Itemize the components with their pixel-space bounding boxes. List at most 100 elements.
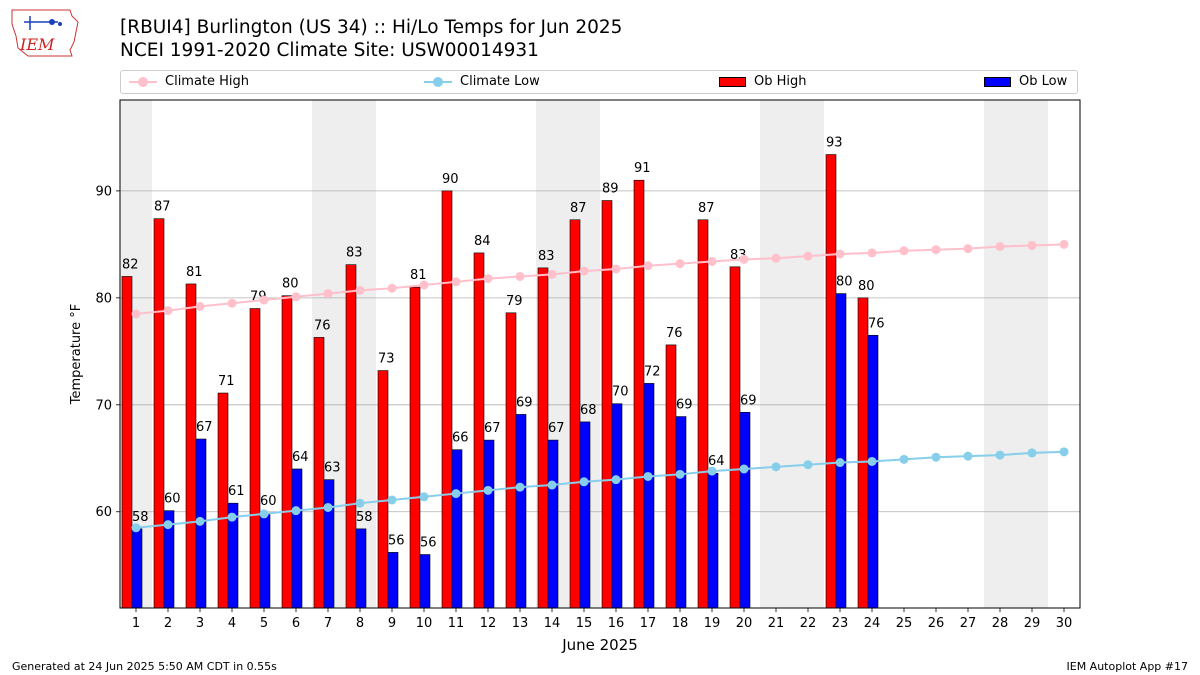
climate-high-point-4 [227,298,237,308]
ob-high-label-17: 91 [634,161,651,176]
ob-high-label-23: 93 [826,136,843,151]
x-axis-label: June 2025 [561,636,638,654]
ob-low-label-11: 66 [452,431,469,446]
ob-low-label-8: 58 [356,510,373,525]
ob-low-bar-12 [483,439,495,609]
ob-low-label-23: 80 [836,275,853,290]
legend-ob-low: Ob Low [984,74,1067,89]
y-axis-label: Temperature °F [69,304,84,405]
ob-high-bar-10 [409,286,421,609]
climate-low-point-6 [291,506,301,516]
climate-low-point-30 [1059,447,1069,457]
x-tick-label-12: 12 [480,616,497,631]
ob-high-label-3: 81 [186,265,203,280]
climate-low-point-18 [675,469,685,479]
ob-low-bar-17 [643,383,655,609]
chart-title: [RBUI4] Burlington (US 34) :: Hi/Lo Temp… [120,17,623,38]
climate-low-point-10 [419,492,429,502]
ob-high-bar-24 [857,297,869,609]
ob-low-label-4: 61 [228,484,245,499]
climate-low-point-4 [227,512,237,522]
weekend-shade-28 [984,100,1016,608]
logo-text: IEM [19,35,55,54]
climate-low-point-28 [995,450,1005,460]
climate-high-point-16 [611,264,621,274]
ob-high-label-11: 90 [442,172,459,187]
climate-low-point-13 [515,482,525,492]
climate-high-point-20 [739,254,749,264]
climate-low-point-24 [867,456,877,466]
climate-high-point-30 [1059,239,1069,249]
x-tick-label-20: 20 [736,616,753,631]
ob-low-label-6: 64 [292,450,309,465]
climate-low-point-27 [963,451,973,461]
ob-low-bar-18 [675,416,687,609]
climate-high-point-17 [643,261,653,271]
ob-low-label-18: 69 [676,398,693,413]
climate-low-point-8 [355,498,365,508]
x-tick-label-21: 21 [768,616,785,631]
ob-low-bar-11 [451,449,463,609]
ob-high-label-6: 80 [282,277,299,292]
climate-high-point-21 [771,253,781,263]
chart-subtitle: NCEI 1991-2020 Climate Site: USW00014931 [120,40,539,61]
chart-legend: Climate High Climate Low Ob High Ob Low [120,70,1078,94]
ob-high-label-19: 87 [698,201,715,216]
x-tick-label-2: 2 [164,616,172,631]
x-tick-label-16: 16 [608,616,625,631]
x-tick-label-4: 4 [228,616,236,631]
ob-low-label-7: 63 [324,461,341,476]
ob-high-label-1: 82 [122,257,139,272]
legend-ob-high: Ob High [719,74,807,89]
x-tick-label-8: 8 [356,616,364,631]
ob-high-bar-8 [345,264,357,609]
climate-low-point-23 [835,458,845,468]
ob-low-bar-8 [355,528,367,609]
ob-high-label-16: 89 [602,182,619,197]
climate-low-point-12 [483,485,493,495]
climate-high-point-22 [803,251,813,261]
y-tick-label-80: 80 [95,291,112,306]
ob-high-bar-16 [601,200,613,609]
x-tick-label-6: 6 [292,616,300,631]
x-tick-label-24: 24 [864,616,881,631]
ob-low-label-14: 67 [548,421,565,436]
ob-high-label-7: 76 [314,318,331,333]
climate-high-point-5 [259,295,269,305]
ob-low-label-10: 56 [420,536,437,551]
ob-high-bar-7 [313,337,325,609]
ob-low-label-13: 69 [516,395,533,410]
ob-low-bar-10 [419,554,431,609]
ob-low-bar-1 [131,528,143,609]
x-tick-label-23: 23 [832,616,849,631]
ob-high-bar-5 [249,308,261,609]
ob-high-bar-6 [281,295,293,609]
climate-low-point-21 [771,462,781,472]
x-tick-label-9: 9 [388,616,396,631]
x-tick-label-19: 19 [704,616,721,631]
ob-high-label-2: 87 [154,200,171,215]
x-tick-label-30: 30 [1056,616,1073,631]
climate-low-point-26 [931,452,941,462]
climate-high-point-10 [419,280,429,290]
x-tick-label-27: 27 [960,616,977,631]
climate-high-point-3 [195,301,205,311]
climate-low-point-1 [131,523,141,533]
climate-high-point-15 [579,266,589,276]
climate-low-point-11 [451,489,461,499]
ob-low-bar-20 [739,411,751,609]
x-tick-label-22: 22 [800,616,817,631]
climate-high-point-19 [707,256,717,266]
climate-high-line [135,243,1065,315]
ob-low-bar-13 [515,414,527,609]
ob-low-label-15: 68 [580,403,597,418]
ob-high-bar-12 [473,252,485,609]
legend-climate-high: Climate High [129,74,249,89]
climate-low-point-5 [259,509,269,519]
climate-high-swatch [129,75,157,89]
climate-high-point-7 [323,289,333,299]
ob-low-swatch [984,76,1011,87]
ob-low-bar-9 [387,552,399,609]
climate-high-point-11 [451,277,461,287]
y-tick-label-60: 60 [95,505,112,520]
